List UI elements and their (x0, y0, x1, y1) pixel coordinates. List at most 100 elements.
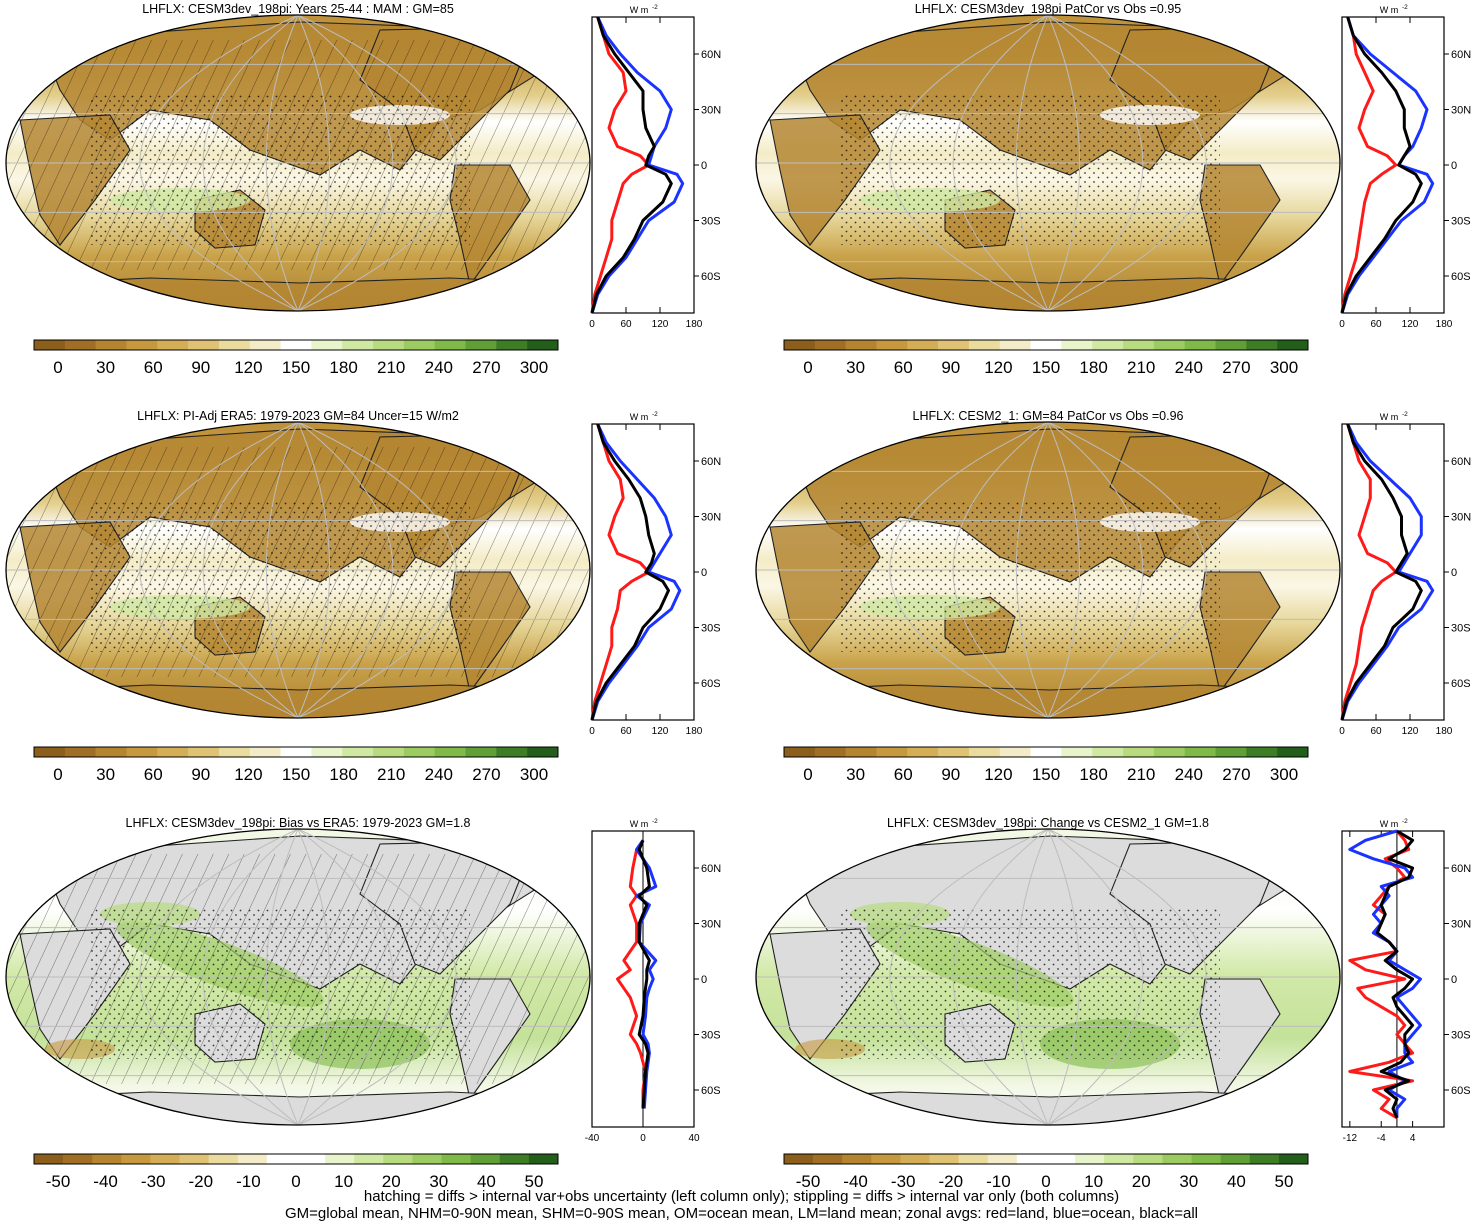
zonal-y-tick-label: 60S (701, 1085, 721, 1097)
map (6, 829, 590, 1125)
zonal-x-tick-label: 60 (620, 319, 632, 330)
map-outline (755, 14, 1341, 312)
stippling (840, 909, 1220, 1059)
colorbar-swatch (784, 747, 816, 757)
colorbar-swatch (938, 340, 970, 350)
graticule (756, 15, 1340, 311)
zonal-y-tick-label: 30N (1451, 512, 1471, 524)
colorbar-swatch (126, 340, 158, 350)
colorbar-tick-label: 120 (234, 358, 262, 377)
colorbar-swatch (814, 340, 846, 350)
zonal-frame (591, 16, 695, 314)
panel-title: LHFLX: CESM3dev_198pi PatCor vs Obs =0.9… (915, 2, 1182, 16)
colorbar-tick-label: 180 (1079, 765, 1107, 784)
map (6, 422, 590, 718)
colorbar-tick-label: 40 (477, 1172, 496, 1191)
map-outline (5, 14, 591, 312)
zonal-y-tick-label: 0 (701, 160, 707, 172)
zonal-y-tick-label: 30S (1451, 623, 1471, 635)
colorbar-swatch (465, 747, 497, 757)
colorbar-tick-label: 30 (429, 1172, 448, 1191)
zonal-unit-label: W m (1380, 412, 1399, 422)
colorbar-swatch (266, 1154, 297, 1164)
colorbar-tick-label: 0 (53, 358, 62, 377)
panel-p6: LHFLX: CESM3dev_198pi: Change vs CESM2_1… (755, 816, 1471, 1191)
colorbar-swatch (434, 747, 466, 757)
zonal-x-tick-label: 180 (1436, 726, 1453, 737)
zonal-frame (1341, 423, 1445, 721)
colorbar-tick-label: 50 (525, 1172, 544, 1191)
continent-antarctica (6, 277, 590, 311)
continent-antarctica (756, 684, 1340, 718)
colorbar-swatch (1123, 747, 1155, 757)
colorbar-swatch (1277, 340, 1309, 350)
colorbar-swatch (412, 1154, 442, 1164)
colorbar-swatch (907, 340, 939, 350)
zonal-y-tick-label: 0 (1451, 567, 1457, 579)
zonal-line-all (590, 16, 673, 314)
zonal-x-tick-label: 180 (686, 726, 703, 737)
continent-antarctica (6, 684, 590, 718)
colorbar-swatch (188, 747, 220, 757)
colorbar-swatch (1123, 340, 1155, 350)
colorbar-swatch (968, 747, 1001, 757)
panel-p5: LHFLX: CESM3dev_198pi: Bias vs ERA5: 197… (5, 816, 721, 1191)
colorbar-tick-label: -20 (939, 1172, 964, 1191)
colorbar-tick-label: -50 (796, 1172, 821, 1191)
zonal-x-tick-label: 0 (1339, 319, 1345, 330)
panel-title: LHFLX: PI-Adj ERA5: 1979-2023 GM=84 Unce… (137, 409, 459, 423)
colorbar-swatch (845, 747, 877, 757)
panel-title: LHFLX: CESM3dev_198pi: Years 25-44 : MAM… (142, 2, 454, 16)
colorbar-tick-label: 0 (1041, 1172, 1050, 1191)
zonal-unit-exponent: -2 (652, 411, 658, 418)
colorbar: -50 -40 -30 -20 -10 0 10 20 30 40 50 (33, 1153, 559, 1191)
colorbar-tick-label: 120 (984, 358, 1012, 377)
colorbar-swatch (876, 340, 908, 350)
zonal-y-tick-label: 0 (701, 567, 707, 579)
zonal-y-tick-label: 60N (701, 456, 721, 468)
zonal-x-tick-label: 0 (640, 1133, 646, 1144)
colorbar-swatch (95, 340, 127, 350)
colorbar-swatch (157, 747, 189, 757)
colorbar-swatch (987, 1154, 1018, 1164)
zonal-y-tick-label: 60S (1451, 271, 1471, 283)
colorbar-swatch (999, 340, 1031, 350)
panel-title: LHFLX: CESM2_1: GM=84 PatCor vs Obs =0.9… (913, 409, 1184, 423)
colorbar-swatch (784, 1154, 814, 1164)
colorbar-swatch (95, 747, 127, 757)
colorbar-tick-label: 210 (377, 765, 405, 784)
zonal-y-tick-label: 60N (701, 49, 721, 61)
colorbar-swatch (1215, 340, 1247, 350)
colorbar-swatch (814, 747, 846, 757)
colorbar-tick-label: 10 (334, 1172, 353, 1191)
colorbar-swatch (403, 747, 436, 757)
zonal-y-tick-label: 30N (1451, 105, 1471, 117)
colorbar: -50 -40 -30 -20 -10 0 10 20 30 40 50 (783, 1153, 1309, 1191)
colorbar-swatch (1133, 1154, 1163, 1164)
zonal-y-tick-label: 30N (701, 105, 721, 117)
map-outline (755, 828, 1341, 1126)
colorbar-swatch (34, 1154, 64, 1164)
panel-title: LHFLX: CESM3dev_198pi: Bias vs ERA5: 197… (126, 816, 471, 830)
colorbar-swatch (496, 747, 528, 757)
zonal-unit-exponent: -2 (652, 818, 658, 825)
zonal-y-tick-label: 30S (1451, 1030, 1471, 1042)
colorbar-tick-label: 270 (472, 765, 500, 784)
colorbar-swatch (1246, 340, 1278, 350)
colorbar-tick-label: 210 (377, 358, 405, 377)
colorbar-swatch (249, 747, 281, 757)
panel-p4: LHFLX: CESM2_1: GM=84 PatCor vs Obs =0.9… (755, 409, 1471, 784)
continent-antarctica (756, 277, 1340, 311)
colorbar-swatch (1249, 1154, 1280, 1164)
colorbar-swatch (441, 1154, 471, 1164)
zonal-x-tick-label: 40 (688, 1133, 700, 1144)
colorbar-tick-label: -30 (891, 1172, 916, 1191)
zonal-unit-label: W m (630, 5, 649, 15)
colorbar-tick-label: 240 (425, 765, 453, 784)
zonal-line-all (1340, 423, 1423, 721)
graticule (756, 829, 1340, 1125)
colorbar-tick-label: -50 (46, 1172, 71, 1191)
colorbar-swatch (1016, 1154, 1047, 1164)
zonal-mean-plot: W m -2 0 60 120 180 60N 30N 0 30S 60S (1339, 4, 1471, 330)
colorbar-swatch (1215, 747, 1247, 757)
